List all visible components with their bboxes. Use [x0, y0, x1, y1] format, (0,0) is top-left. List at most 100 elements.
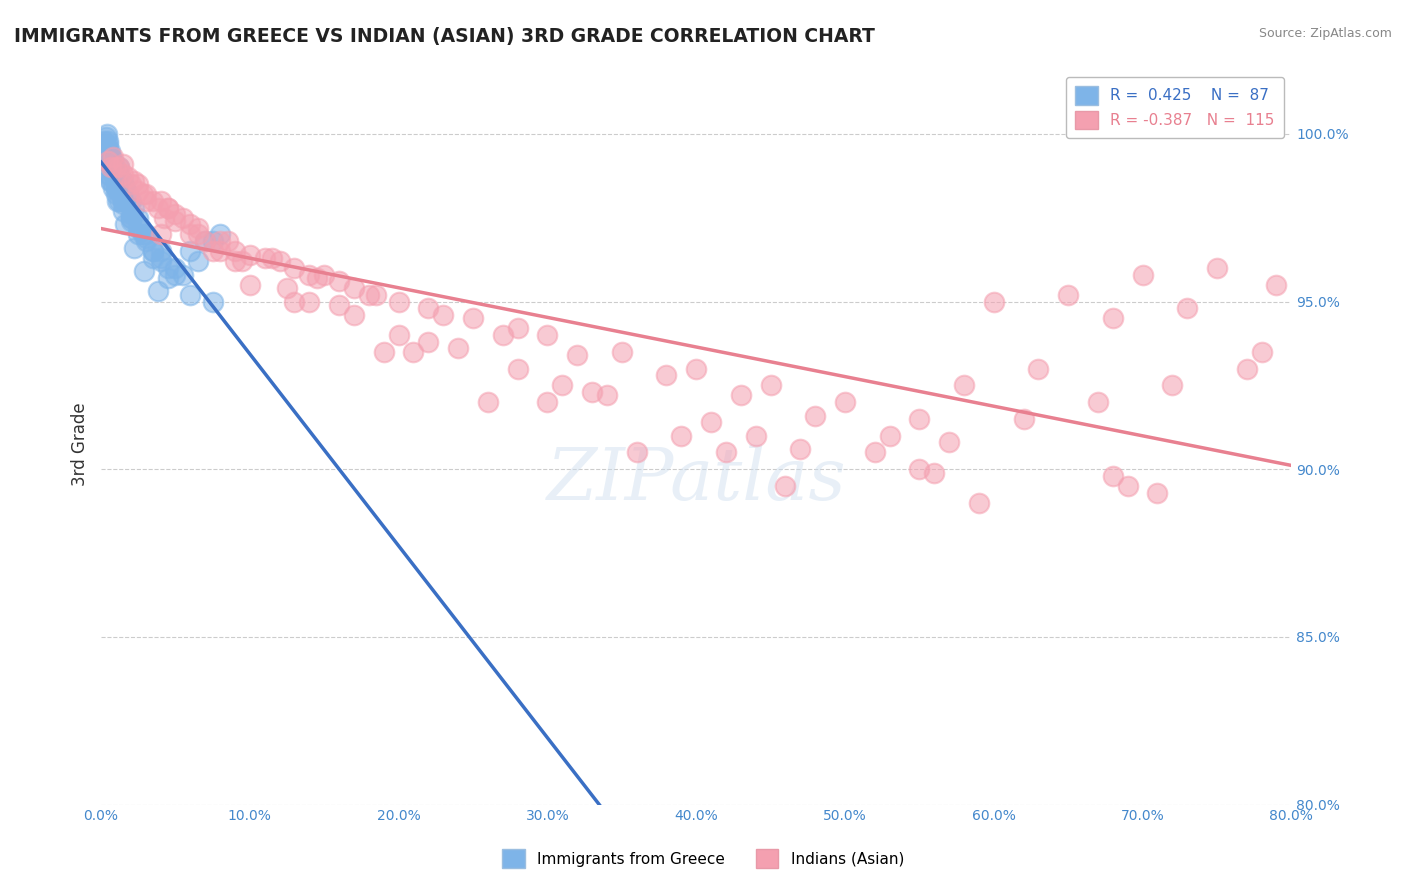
Point [146, 285, 169, 299]
Point [98, 174, 121, 188]
Point [97, 167, 120, 181]
Point [506, 361, 529, 376]
Point [418, 334, 440, 349]
Point [112, 167, 135, 181]
Point [120, 211, 142, 225]
Point [156, 260, 179, 275]
Point [262, 251, 284, 265]
Point [101, 167, 124, 181]
Point [432, 308, 454, 322]
Point [804, 409, 827, 423]
Point [1206, 260, 1229, 275]
Point [97, 153, 120, 168]
Point [114, 218, 136, 232]
Point [187, 254, 209, 268]
Text: IMMIGRANTS FROM GREECE VS INDIAN (ASIAN) 3RD GRADE CORRELATION CHART: IMMIGRANTS FROM GREECE VS INDIAN (ASIAN)… [14, 27, 875, 45]
Point [127, 220, 149, 235]
Point [127, 227, 149, 242]
Point [120, 211, 142, 225]
Point [565, 348, 588, 362]
Point [179, 288, 201, 302]
Point [276, 281, 298, 295]
Point [1265, 277, 1288, 292]
Point [135, 227, 157, 242]
Point [1101, 311, 1123, 326]
Legend: R =  0.425    N =  87, R = -0.387   N =  115: R = 0.425 N = 87, R = -0.387 N = 115 [1066, 77, 1284, 138]
Point [863, 445, 886, 459]
Point [298, 294, 321, 309]
Point [314, 268, 336, 282]
Point [101, 150, 124, 164]
Point [97, 136, 120, 151]
Point [112, 194, 135, 208]
Point [418, 301, 440, 316]
Point [120, 207, 142, 221]
Point [142, 251, 165, 265]
Point [179, 244, 201, 259]
Point [104, 180, 127, 194]
Point [97, 161, 120, 175]
Point [114, 180, 136, 194]
Point [107, 174, 129, 188]
Point [983, 294, 1005, 309]
Point [108, 194, 131, 208]
Point [209, 227, 232, 242]
Point [328, 274, 350, 288]
Point [187, 227, 209, 242]
Point [1012, 412, 1035, 426]
Point [1101, 469, 1123, 483]
Point [100, 174, 122, 188]
Point [156, 271, 179, 285]
Point [149, 244, 172, 259]
Point [967, 496, 990, 510]
Point [112, 174, 135, 188]
Point [97, 153, 120, 168]
Point [111, 177, 134, 191]
Point [461, 311, 484, 326]
Point [224, 254, 246, 268]
Text: ZIPatlas: ZIPatlas [547, 445, 846, 516]
Point [100, 161, 122, 175]
Point [305, 271, 328, 285]
Point [201, 294, 224, 309]
Point [122, 174, 145, 188]
Point [298, 268, 321, 282]
Point [98, 157, 121, 171]
Legend: Immigrants from Greece, Indians (Asian): Immigrants from Greece, Indians (Asian) [495, 841, 911, 875]
Point [104, 167, 127, 181]
Point [366, 288, 388, 302]
Point [108, 161, 131, 175]
Point [165, 268, 187, 282]
Point [165, 214, 187, 228]
Point [94, 130, 117, 145]
Point [107, 163, 129, 178]
Text: Source: ZipAtlas.com: Source: ZipAtlas.com [1258, 27, 1392, 40]
Point [187, 220, 209, 235]
Point [110, 177, 132, 191]
Point [1028, 361, 1050, 376]
Point [100, 153, 122, 168]
Point [94, 144, 117, 158]
Point [149, 227, 172, 242]
Point [1146, 485, 1168, 500]
Y-axis label: 3rd Grade: 3rd Grade [72, 402, 89, 486]
Point [93, 136, 115, 151]
Point [104, 187, 127, 202]
Point [165, 260, 187, 275]
Point [98, 144, 121, 158]
Point [149, 254, 172, 268]
Point [127, 211, 149, 225]
Point [142, 244, 165, 259]
Point [1161, 378, 1184, 392]
Point [104, 180, 127, 194]
Point [120, 214, 142, 228]
Point [101, 180, 124, 194]
Point [112, 157, 135, 171]
Point [714, 445, 737, 459]
Point [108, 161, 131, 175]
Point [730, 388, 752, 402]
Point [506, 321, 529, 335]
Point [744, 428, 766, 442]
Point [117, 170, 139, 185]
Point [179, 227, 201, 242]
